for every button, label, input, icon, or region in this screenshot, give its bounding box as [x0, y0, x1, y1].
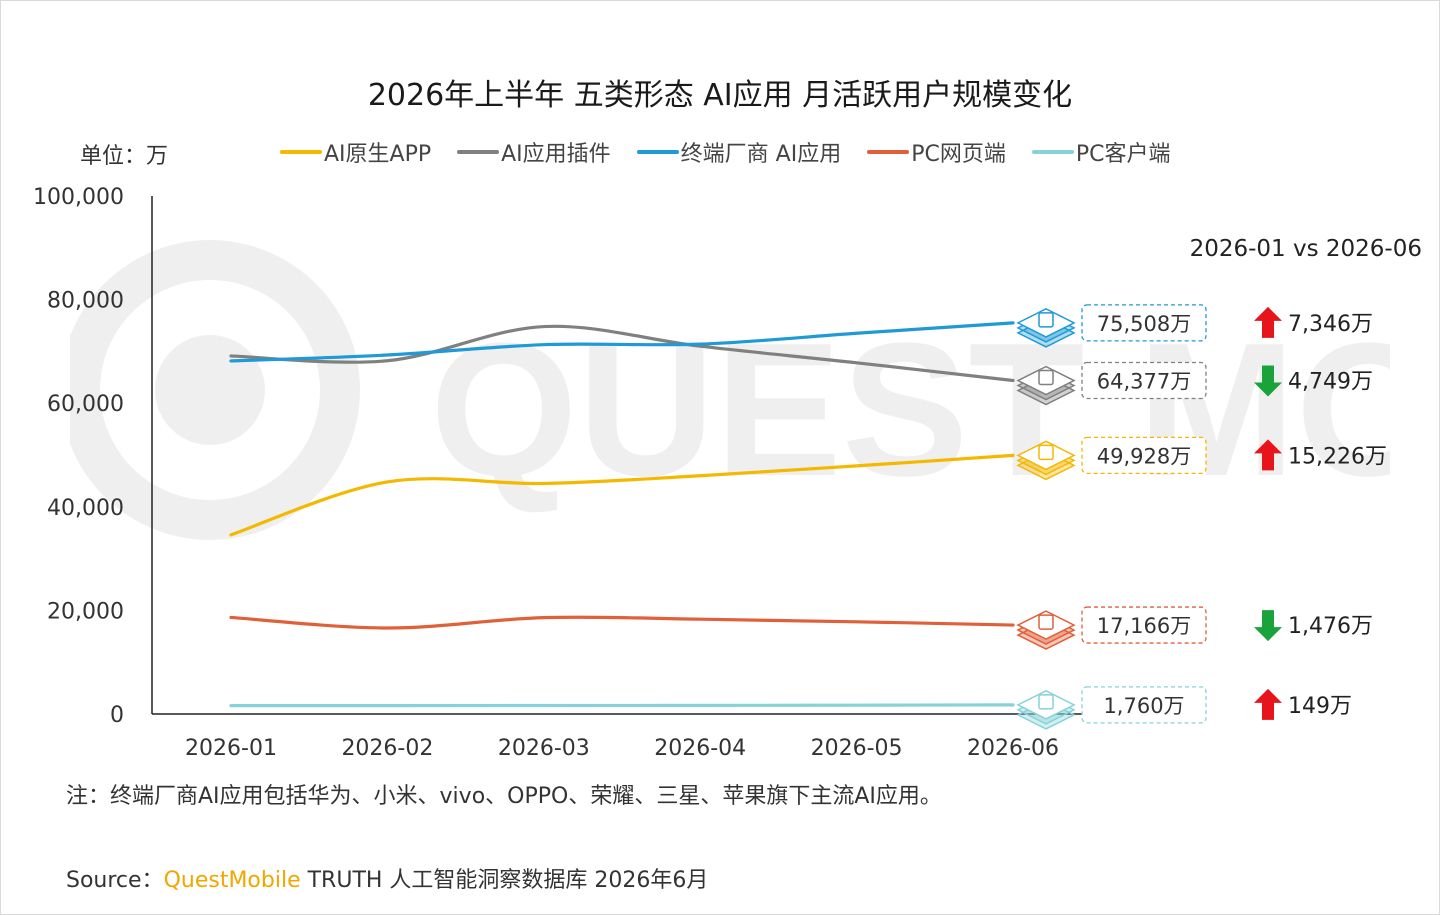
legend-item-ai-plugin: AI应用插件	[457, 136, 611, 168]
legend-item-ai-native-app: AI原生APP	[280, 136, 431, 168]
app-icon	[1016, 440, 1076, 481]
legend-swatch	[1031, 150, 1074, 154]
y-tick-label: 20,000	[47, 599, 124, 624]
change-value-label: 1,476万	[1288, 614, 1373, 639]
y-tick-label: 0	[110, 703, 124, 728]
end-value-box	[1081, 361, 1207, 400]
change-value-label: 149万	[1288, 694, 1352, 719]
end-value-box	[1081, 436, 1207, 475]
x-tick-label: 2026-05	[811, 736, 903, 761]
change-value-label: 7,346万	[1288, 312, 1373, 337]
down-arrow-icon	[1254, 610, 1282, 642]
compare-title: 2026-01 vs 2026-06	[1189, 236, 1422, 262]
up-arrow-icon	[1254, 306, 1282, 338]
change-value-label: 4,749万	[1288, 370, 1373, 395]
x-tick-label: 2026-06	[967, 736, 1059, 761]
series-line-4	[229, 703, 1015, 708]
legend: AI原生APP AI应用插件 终端厂商 AI应用 PC网页端 PC客户端	[280, 136, 1171, 168]
unit-label: 单位：万	[80, 144, 169, 169]
series-line-2	[229, 321, 1015, 363]
monitor-icon	[1016, 610, 1076, 650]
legend-label: PC网页端	[911, 142, 1006, 167]
end-value-box	[1081, 606, 1207, 644]
legend-label: AI应用插件	[501, 142, 611, 167]
legend-swatch	[636, 150, 679, 154]
end-value-box	[1081, 686, 1207, 724]
change-value-label: 15,226万	[1288, 444, 1387, 469]
up-arrow-icon	[1254, 439, 1282, 471]
series-line-0	[229, 453, 1015, 537]
end-value-box	[1081, 304, 1207, 342]
y-tick-label: 100,000	[33, 185, 124, 210]
cloud-client-icon	[1016, 690, 1076, 730]
down-arrow-icon	[1254, 365, 1282, 397]
end-value-label: 1,760万	[1103, 694, 1184, 718]
legend-item-device-ai: 终端厂商 AI应用	[636, 136, 842, 168]
chart-title: 2026年上半年 五类形态 AI应用 月活跃用户规模变化	[367, 78, 1073, 113]
x-tick-label: 2026-01	[185, 736, 277, 761]
y-tick-label: 40,000	[47, 496, 124, 521]
legend-swatch	[867, 150, 910, 154]
legend-swatch	[457, 150, 500, 154]
phone-icon	[1016, 308, 1076, 348]
series-line-3	[229, 615, 1015, 630]
ai-plugin-icon	[1016, 365, 1076, 406]
x-tick-label: 2026-04	[654, 736, 746, 761]
legend-item-pc-client: PC客户端	[1031, 136, 1171, 168]
legend-label: AI原生APP	[324, 142, 432, 167]
up-arrow-icon	[1254, 688, 1282, 720]
legend-item-pc-web: PC网页端	[867, 136, 1006, 168]
end-value-label: 64,377万	[1097, 370, 1191, 394]
y-tick-label: 60,000	[47, 392, 124, 417]
y-tick-label: 80,000	[47, 289, 124, 314]
source-brand: QuestMobile	[163, 868, 301, 893]
x-tick-label: 2026-02	[341, 736, 433, 761]
end-value-label: 75,508万	[1097, 312, 1191, 336]
source-line: Source：QuestMobile TRUTH 人工智能洞察数据库 2026年…	[66, 862, 708, 894]
source-rest: TRUTH 人工智能洞察数据库 2026年6月	[300, 868, 709, 893]
legend-label: PC客户端	[1075, 142, 1171, 167]
series-line-1	[229, 324, 1015, 383]
footnote: 注：终端厂商AI应用包括华为、小米、vivo、OPPO、荣耀、三星、苹果旗下主流…	[66, 784, 942, 809]
end-value-label: 17,166万	[1097, 614, 1191, 638]
legend-label: 终端厂商 AI应用	[680, 142, 842, 167]
end-value-label: 49,928万	[1097, 444, 1191, 468]
source-prefix: Source：	[66, 868, 164, 893]
x-tick-label: 2026-03	[498, 736, 590, 761]
legend-swatch	[280, 150, 322, 154]
